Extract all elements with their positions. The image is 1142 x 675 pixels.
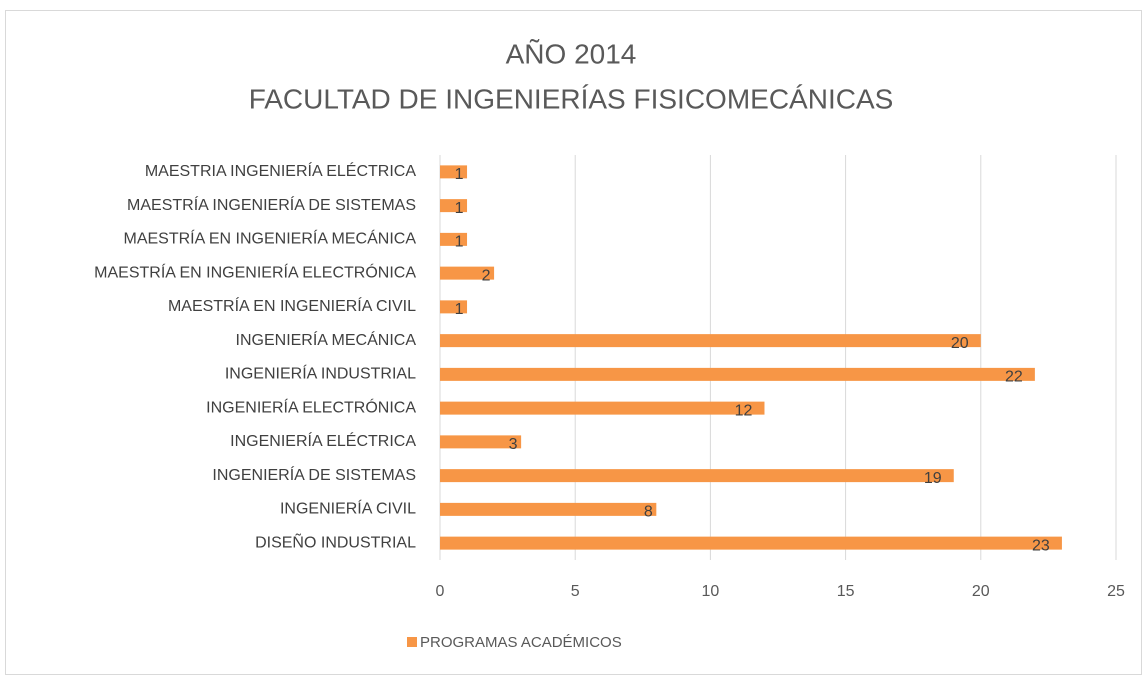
y-tick-label: INGENIERÍA INDUSTRIAL [225, 364, 416, 383]
x-tick-label: 20 [972, 583, 990, 600]
y-tick-label: DISEÑO INDUSTRIAL [255, 531, 416, 551]
bar [440, 401, 765, 415]
x-tick-label: 5 [571, 583, 580, 600]
y-tick-label: INGENIERÍA ELÉCTRICA [230, 431, 416, 450]
y-tick-label: MAESTRIA INGENIERÍA ELÉCTRICA [145, 161, 417, 180]
legend-label: PROGRAMAS ACADÉMICOS [420, 634, 622, 651]
data-label: 12 [735, 402, 753, 419]
data-label: 20 [951, 335, 969, 352]
x-tick-label: 15 [837, 583, 855, 600]
y-tick-label: MAESTRÍA EN INGENIERÍA ELECTRÓNICA [94, 262, 416, 281]
bar [440, 334, 981, 348]
data-label: 19 [924, 470, 942, 487]
data-label: 2 [482, 267, 491, 284]
data-label: 1 [455, 234, 464, 251]
data-label: 8 [644, 504, 653, 521]
data-label: 1 [455, 200, 464, 217]
bar [440, 199, 468, 213]
chart-subtitle: FACULTAD DE INGENIERÍAS FISICOMECÁNICAS [249, 83, 894, 114]
bar [440, 367, 1035, 381]
data-label: 3 [509, 436, 518, 453]
bar [440, 502, 657, 516]
x-tick-label: 0 [436, 583, 445, 600]
data-label: 1 [455, 166, 464, 183]
x-tick-label: 10 [702, 583, 720, 600]
legend-swatch [407, 637, 417, 647]
bar [440, 232, 468, 246]
y-tick-label: INGENIERÍA DE SISTEMAS [212, 465, 416, 484]
y-tick-label: MAESTRÍA INGENIERÍA DE SISTEMAS [127, 195, 416, 214]
bar [440, 300, 468, 314]
bar [440, 536, 1062, 550]
bar [440, 469, 954, 483]
chart-title: AÑO 2014 [506, 38, 637, 69]
x-tick-label: 25 [1107, 583, 1125, 600]
y-tick-label: INGENIERÍA MECÁNICA [236, 330, 417, 349]
y-tick-label: MAESTRÍA EN INGENIERÍA CIVIL [168, 296, 416, 315]
y-tick-label: MAESTRÍA EN INGENIERÍA MECÁNICA [124, 229, 417, 248]
bar [440, 435, 522, 449]
data-label: 22 [1005, 369, 1023, 386]
data-label: 1 [455, 301, 464, 318]
y-tick-label: INGENIERÍA ELECTRÓNICA [206, 397, 416, 416]
data-label: 23 [1032, 537, 1050, 554]
y-tick-label: INGENIERÍA CIVIL [280, 499, 416, 518]
bar [440, 266, 495, 280]
bar [440, 165, 468, 179]
